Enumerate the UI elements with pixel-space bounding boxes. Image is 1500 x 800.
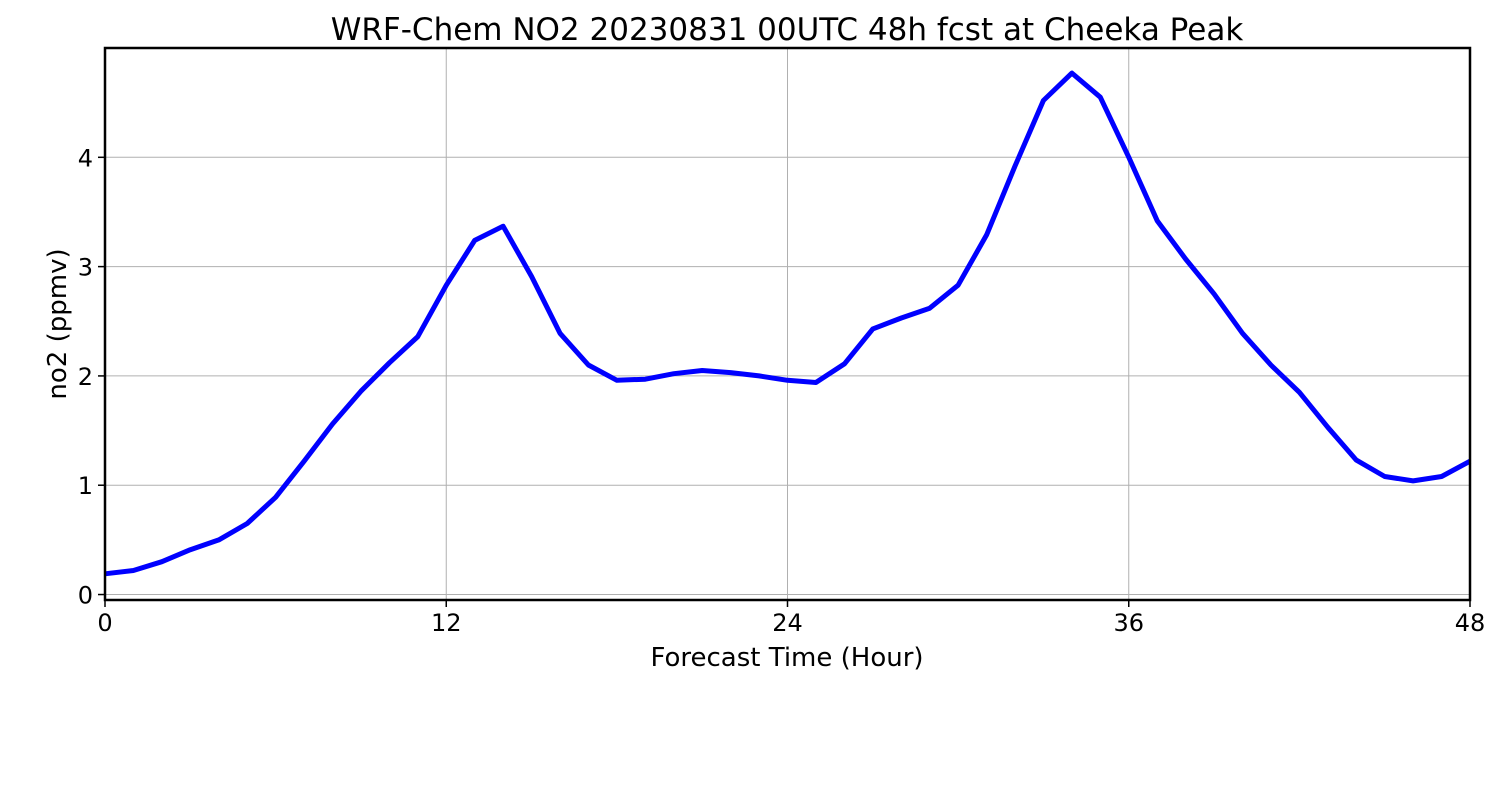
series-layer: [104, 70, 1472, 577]
x-tick-label: 12: [431, 609, 462, 637]
x-axis-label: Forecast Time (Hour): [650, 643, 923, 673]
y-tick-label: 3: [78, 254, 93, 282]
y-tick-label: 4: [78, 144, 93, 172]
x-tick-label: 0: [97, 609, 112, 637]
x-axis-ticks: 0 12 24 36 48: [97, 600, 1485, 637]
y-axis-label: no2 (ppmv): [43, 248, 73, 399]
x-tick-label: 48: [1455, 609, 1486, 637]
chart-title: WRF-Chem NO2 20230831 00UTC 48h fcst at …: [331, 12, 1244, 48]
no2-series-line: [104, 70, 1472, 577]
y-tick-label: 2: [78, 363, 93, 391]
y-tick-label: 1: [78, 472, 93, 500]
x-tick-label: 36: [1113, 609, 1144, 637]
y-axis-ticks: 0 1 2 3 4: [78, 144, 105, 610]
y-tick-label: 0: [78, 582, 93, 610]
x-tick-label: 24: [772, 609, 803, 637]
